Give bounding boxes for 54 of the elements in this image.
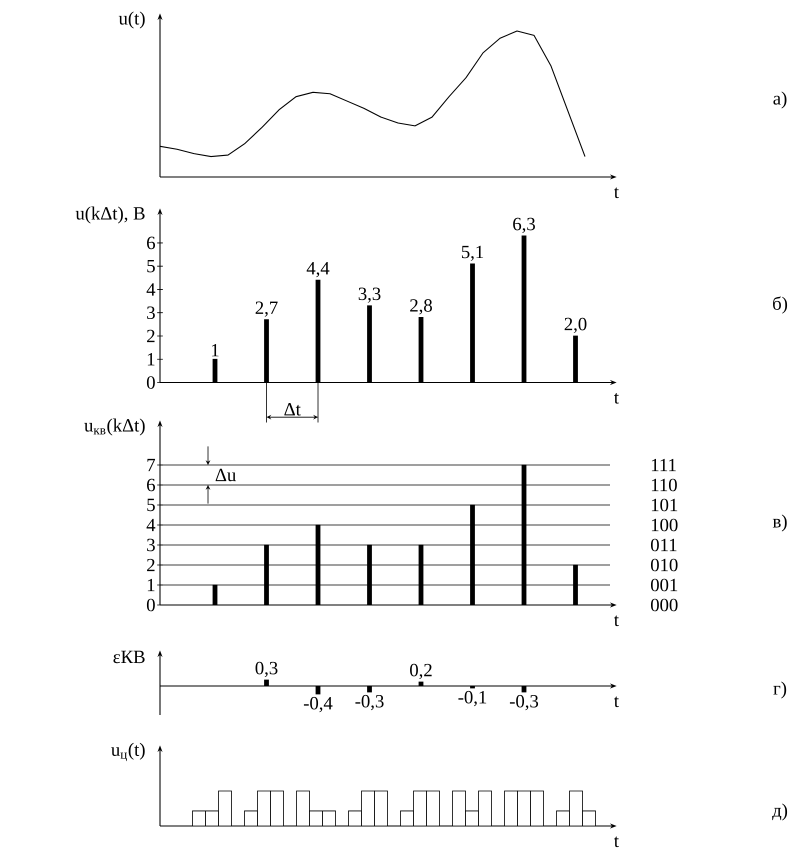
y-tick-label: 5 <box>147 498 155 512</box>
y-tick-label: 1 <box>148 578 154 592</box>
x-axis-title: t <box>614 615 619 626</box>
text: г) <box>773 682 786 698</box>
data-label: 2,7 <box>256 302 278 317</box>
y-tick-label: 6 <box>147 236 156 250</box>
data-label: 2,8 <box>410 299 432 314</box>
y-tick-label: 5 <box>147 260 155 272</box>
text: 011 <box>650 538 676 552</box>
text: 000 <box>650 598 678 612</box>
y-tick-label: 2 <box>147 330 155 342</box>
y-tick-label: 3 <box>147 538 155 552</box>
text: Δt <box>284 403 301 416</box>
data-label: 2,0 <box>564 318 586 334</box>
y-axis-title: u(t) <box>118 12 145 28</box>
y-axis-title: u$_{кв}$(kΔt) <box>84 418 145 436</box>
y-axis-title: εКВ <box>113 650 145 664</box>
data-label: -0,4 <box>304 696 332 712</box>
text: в) <box>772 514 787 532</box>
y-tick-label: 4 <box>146 518 156 532</box>
text: 100 <box>652 518 678 532</box>
y-axis-title: u(kΔt), В <box>76 206 145 224</box>
data-label: 1 <box>212 344 219 356</box>
y-tick-label: 0 <box>146 376 155 389</box>
text: 101 <box>652 498 678 512</box>
y-tick-label: 2 <box>147 558 155 572</box>
y-axis-title: u$_{ц}$(t) <box>111 742 145 762</box>
x-axis-title: t <box>614 187 619 198</box>
text: 110 <box>652 478 677 492</box>
y-tick-label: 1 <box>148 353 154 366</box>
x-axis-title: t <box>614 392 619 404</box>
data-label: -0,3 <box>510 694 538 710</box>
text: а) <box>773 92 786 108</box>
y-tick-label: 3 <box>147 306 155 319</box>
y-tick-label: 0 <box>146 598 155 612</box>
data-label: 4,4 <box>306 262 330 278</box>
data-label: 6,3 <box>513 218 535 234</box>
data-label: 5,1 <box>462 246 484 261</box>
text: д) <box>772 804 788 820</box>
annotation: Δu <box>216 468 236 482</box>
data-label: 3,3 <box>358 288 380 303</box>
y-tick-label: 6 <box>147 478 156 492</box>
data-label: -0,1 <box>458 690 486 706</box>
text: 001 <box>650 578 678 592</box>
data-label: 0,3 <box>256 662 278 678</box>
x-axis-title: t <box>614 696 619 708</box>
y-tick-label: 7 <box>147 458 156 472</box>
text: 010 <box>650 558 678 572</box>
x-axis-title: t <box>614 836 619 848</box>
data-label: 0,2 <box>410 664 432 680</box>
text: 111 <box>652 458 676 472</box>
text: б) <box>773 296 788 314</box>
y-tick-label: 4 <box>146 283 156 296</box>
data-label: -0,3 <box>355 694 384 710</box>
